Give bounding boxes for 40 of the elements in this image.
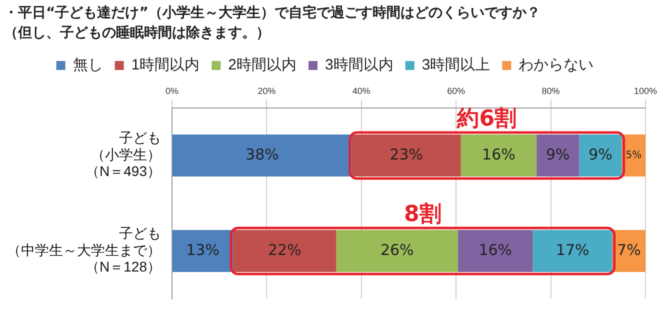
data-label: 23% [390, 145, 424, 164]
y-tick-label: 子ども（小学生）（N＝493） [86, 130, 161, 180]
bar [336, 230, 458, 272]
x-tick-label: 80% [542, 86, 560, 96]
x-tick-label: 20% [258, 86, 276, 96]
bar [579, 134, 622, 177]
data-label: 7% [617, 240, 641, 259]
chart-title: ・平日“子ども達だけ”（小学生～大学生）で自宅で過ごす時間はどのくらいですか？ [3, 4, 542, 22]
legend-label: 3時間以内 [325, 56, 394, 74]
x-tick-label: 40% [352, 86, 370, 96]
data-label: 38% [246, 145, 279, 164]
bar [233, 230, 336, 272]
annotation: 8割 [404, 202, 442, 227]
bar [458, 230, 533, 272]
bar [532, 230, 612, 272]
x-tick-label: 100% [634, 86, 658, 96]
legend-label: わからない [518, 56, 594, 74]
data-label: 22% [268, 240, 302, 259]
bar [460, 134, 537, 177]
bar [172, 134, 352, 177]
legend-label: 3時間以上 [422, 56, 490, 74]
data-label: 13% [186, 240, 220, 259]
bar [352, 134, 461, 177]
bar [536, 134, 580, 177]
legend-label: 2時間以内 [228, 56, 296, 74]
legend-label: 無し [72, 56, 103, 74]
x-tick-label: 0% [165, 86, 179, 96]
data-label: 9% [588, 145, 612, 164]
data-label: 9% [546, 145, 570, 164]
legend-label: 1時間以内 [131, 56, 200, 74]
chart-subtitle: （但し、子どもの睡眠時間は除きます。） [3, 24, 271, 42]
y-tick-label: 子ども（中学生～大学生まで）（N＝128） [7, 225, 161, 275]
x-tick-label: 60% [447, 86, 466, 96]
annotation: 約6割 [456, 106, 517, 132]
data-label: 5% [626, 150, 642, 162]
bar [172, 230, 234, 272]
data-label: 16% [482, 145, 516, 164]
data-label: 26% [380, 240, 414, 259]
data-label: 17% [556, 240, 590, 259]
data-label: 16% [478, 240, 512, 259]
